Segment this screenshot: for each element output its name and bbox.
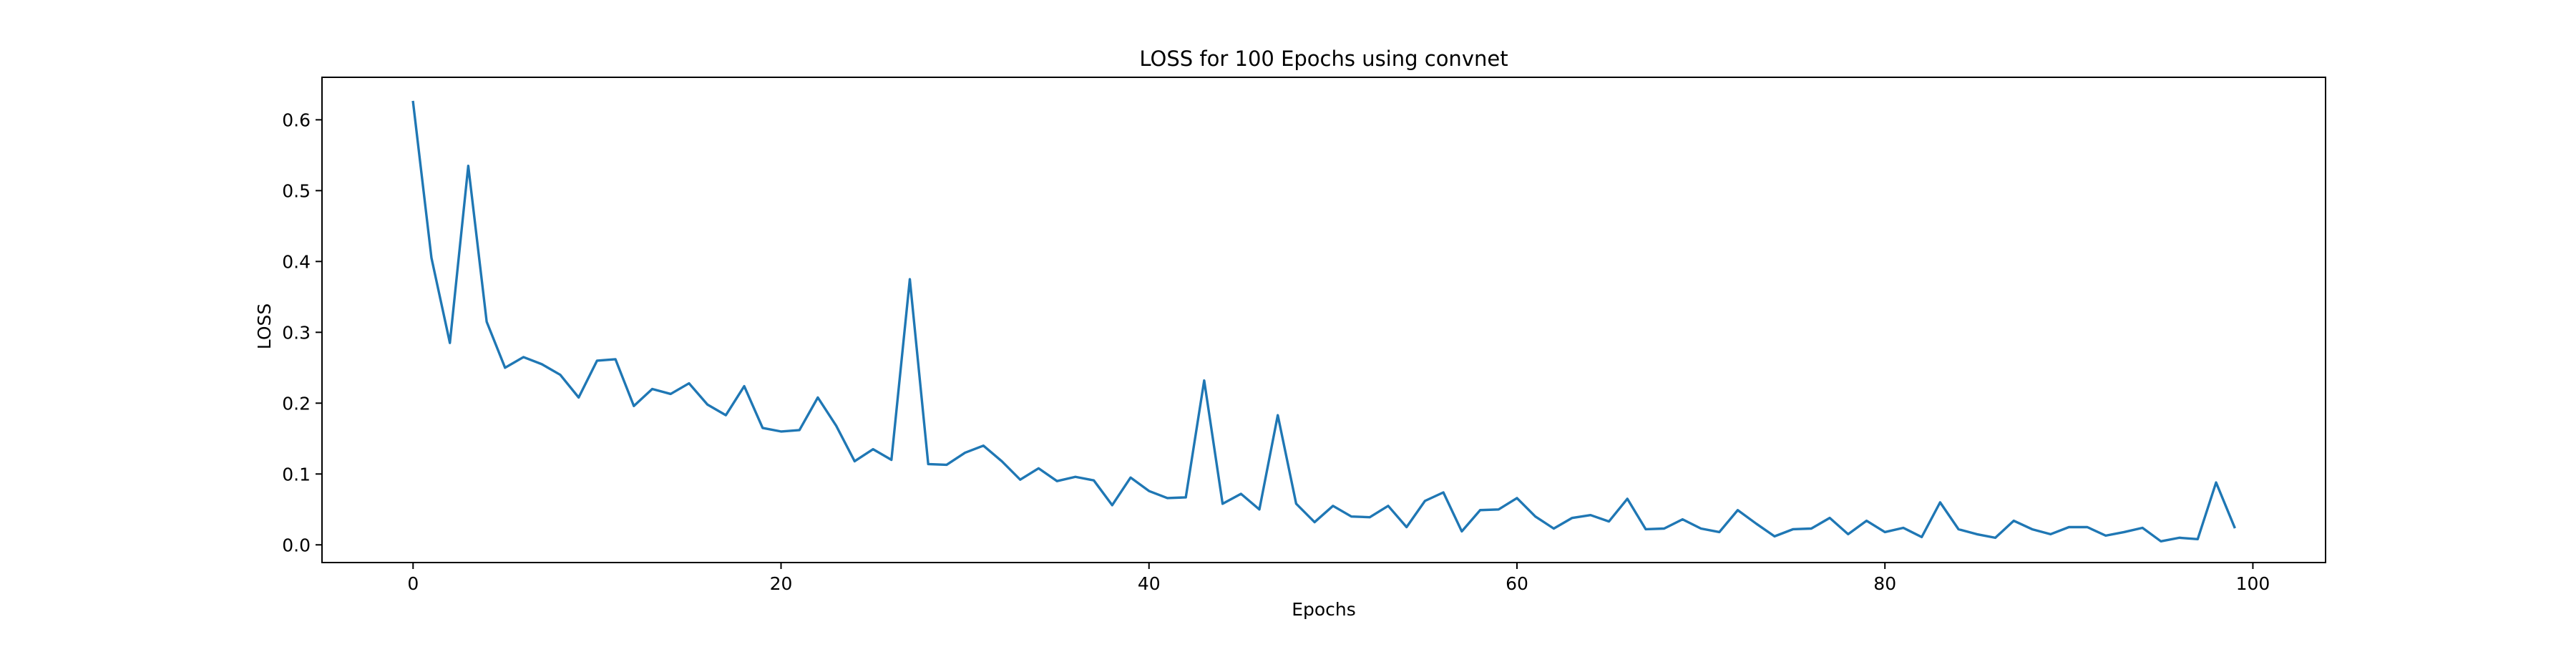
y-tick-label: 0.5 <box>282 180 311 201</box>
y-tick-label: 0.6 <box>282 110 311 130</box>
axes-frame <box>321 77 2326 563</box>
y-tick-label: 0.3 <box>282 322 311 343</box>
x-tick-label: 20 <box>770 573 793 594</box>
x-tick-label: 100 <box>2236 573 2270 594</box>
y-tick-label: 0.1 <box>282 464 311 485</box>
x-tick-label: 80 <box>1873 573 1896 594</box>
y-tick-label: 0.0 <box>282 535 311 555</box>
x-axis-label: Epochs <box>1292 599 1356 620</box>
y-tick-label: 0.2 <box>282 393 311 414</box>
x-tick-label: 60 <box>1506 573 1528 594</box>
x-tick-label: 40 <box>1138 573 1161 594</box>
y-axis-label: LOSS <box>254 303 275 349</box>
plot-area: 0 20 40 60 80 100 0.0 0.1 0.2 0.3 0.4 0.5 0.6 <box>282 77 2326 594</box>
y-tick-label: 0.4 <box>282 251 311 272</box>
series-line-0 <box>411 100 2236 543</box>
x-tick-label: 0 <box>407 573 419 594</box>
chart-title: LOSS for 100 Epochs using convnet <box>1139 47 1508 71</box>
